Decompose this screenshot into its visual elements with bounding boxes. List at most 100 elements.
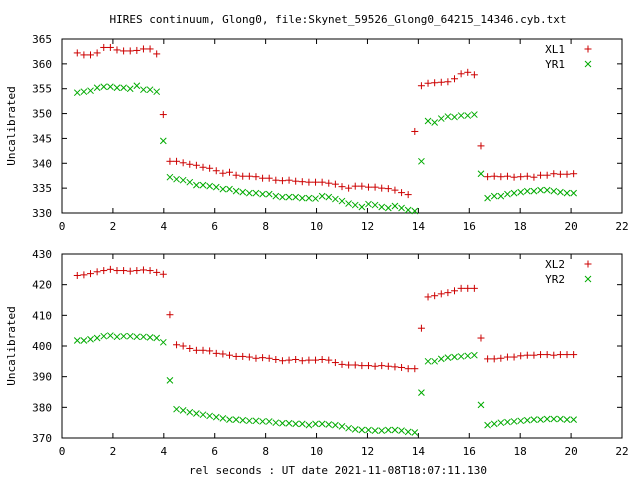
- data-point: [451, 113, 458, 121]
- y-tick-label: 390: [32, 371, 52, 384]
- data-point: [87, 335, 94, 343]
- data-point: [411, 127, 419, 135]
- data-point: [239, 416, 247, 424]
- y-tick-label: 420: [32, 279, 52, 292]
- data-point: [484, 355, 492, 363]
- data-point: [517, 188, 525, 196]
- data-point: [331, 359, 339, 367]
- data-point: [126, 267, 134, 275]
- data-point: [530, 416, 538, 423]
- chart-title: HIRES continuum, Glong0, file:Skynet_595…: [110, 13, 567, 26]
- data-point: [93, 84, 101, 92]
- data-point: [292, 177, 300, 185]
- data-point: [325, 193, 333, 201]
- data-point: [391, 202, 399, 210]
- data-point: [166, 376, 174, 384]
- x-tick-label: 14: [412, 445, 426, 458]
- data-point: [345, 361, 353, 369]
- plot-frame: [61, 38, 623, 214]
- data-point: [146, 45, 154, 53]
- data-point: [556, 351, 564, 359]
- data-point: [484, 194, 491, 202]
- data-point: [278, 177, 286, 185]
- data-point: [232, 187, 240, 195]
- y-tick-label: 355: [32, 83, 52, 96]
- data-point: [153, 50, 161, 58]
- data-point: [285, 356, 293, 364]
- y-axis-label: Uncalibrated: [5, 306, 18, 385]
- data-point: [464, 352, 472, 360]
- data-point: [186, 178, 194, 186]
- data-point: [100, 43, 108, 51]
- data-point: [93, 268, 101, 276]
- data-point: [338, 422, 346, 430]
- data-point: [444, 78, 452, 86]
- data-point: [464, 112, 472, 119]
- data-point: [537, 351, 545, 359]
- x-tick-label: 2: [110, 220, 117, 233]
- data-point: [537, 171, 545, 179]
- x-tick-label: 16: [463, 220, 476, 233]
- data-point: [107, 83, 114, 91]
- data-point: [305, 421, 313, 429]
- data-point: [133, 267, 141, 275]
- data-point: [384, 185, 392, 193]
- data-point: [80, 271, 88, 279]
- data-point: [490, 355, 498, 363]
- data-point: [193, 181, 200, 189]
- y-tick-label: 350: [32, 108, 52, 121]
- data-point: [517, 173, 525, 181]
- data-point: [497, 419, 505, 427]
- data-point: [523, 187, 531, 195]
- data-point: [100, 83, 108, 91]
- data-point: [219, 169, 227, 177]
- data-point: [504, 418, 511, 426]
- data-point: [199, 411, 207, 419]
- data-point: [312, 420, 319, 428]
- data-point: [563, 351, 571, 359]
- data-point: [245, 353, 253, 361]
- data-point: [206, 347, 214, 355]
- data-point: [153, 88, 161, 96]
- x-tick-label: 22: [615, 445, 628, 458]
- data-point: [418, 157, 425, 165]
- data-point: [265, 418, 273, 425]
- x-tick-label: 12: [361, 445, 374, 458]
- data-point: [391, 363, 399, 371]
- data-point: [523, 172, 531, 180]
- data-point: [305, 178, 313, 186]
- x-tick-label: 20: [564, 445, 577, 458]
- data-point: [106, 265, 114, 273]
- data-point: [312, 356, 320, 364]
- data-point: [358, 362, 366, 370]
- data-point: [543, 186, 551, 194]
- data-point: [272, 176, 280, 184]
- data-point: [503, 353, 511, 361]
- data-point: [126, 47, 134, 55]
- data-point: [470, 284, 478, 292]
- data-point: [252, 354, 260, 362]
- data-point: [126, 85, 134, 93]
- data-point: [113, 46, 121, 54]
- data-point: [471, 351, 478, 359]
- data-point: [232, 352, 240, 360]
- x-axis-label: rel seconds : UT date 2021-11-08T18:07:1…: [189, 464, 487, 477]
- data-point: [106, 43, 114, 51]
- data-point: [113, 84, 121, 92]
- data-point: [378, 203, 386, 211]
- data-point: [424, 293, 432, 301]
- y-tick-label: 365: [32, 33, 52, 46]
- data-point: [285, 419, 293, 427]
- data-point: [431, 79, 439, 87]
- data-point: [226, 185, 233, 193]
- data-point: [239, 172, 247, 180]
- data-point: [417, 82, 425, 90]
- data-point: [292, 355, 300, 363]
- data-point: [332, 421, 339, 429]
- data-point: [298, 420, 306, 428]
- data-point: [265, 174, 273, 182]
- data-point: [331, 180, 339, 188]
- data-point: [73, 337, 81, 344]
- x-tick-label: 18: [514, 220, 527, 233]
- data-point: [417, 324, 425, 332]
